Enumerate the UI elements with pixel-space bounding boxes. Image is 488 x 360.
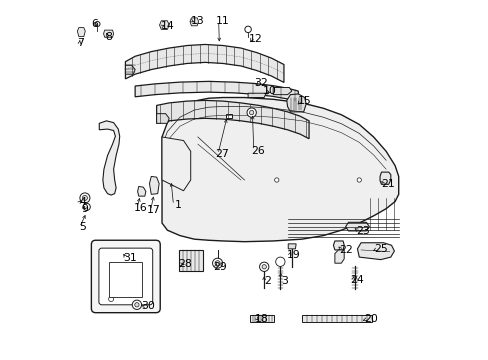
Circle shape (259, 262, 268, 271)
Polygon shape (286, 94, 305, 112)
Polygon shape (247, 93, 265, 98)
Text: 24: 24 (350, 275, 364, 285)
Circle shape (83, 203, 90, 211)
Text: 25: 25 (374, 244, 387, 254)
Text: 15: 15 (297, 96, 311, 106)
Circle shape (215, 261, 220, 266)
Polygon shape (103, 30, 113, 37)
Circle shape (82, 195, 87, 201)
Polygon shape (357, 243, 394, 260)
FancyBboxPatch shape (99, 248, 152, 305)
Circle shape (275, 257, 285, 266)
Polygon shape (149, 176, 159, 194)
Text: 22: 22 (338, 245, 352, 255)
Circle shape (246, 108, 256, 117)
Circle shape (244, 26, 251, 33)
Polygon shape (125, 44, 284, 82)
Circle shape (249, 111, 253, 115)
Polygon shape (137, 186, 145, 196)
Polygon shape (225, 114, 231, 118)
Text: 19: 19 (286, 250, 300, 260)
Circle shape (274, 178, 278, 182)
Text: 20: 20 (363, 314, 377, 324)
Text: 16: 16 (133, 203, 147, 213)
Text: 2: 2 (264, 276, 271, 286)
Polygon shape (379, 172, 390, 184)
Text: 13: 13 (190, 17, 203, 27)
Polygon shape (287, 244, 296, 249)
Circle shape (80, 193, 90, 203)
Polygon shape (162, 137, 190, 191)
Polygon shape (190, 18, 198, 26)
Text: 6: 6 (91, 19, 98, 29)
Text: 18: 18 (254, 314, 268, 324)
Text: 12: 12 (248, 35, 263, 44)
Polygon shape (162, 98, 398, 242)
Text: 10: 10 (262, 86, 276, 96)
Bar (182, 252, 200, 269)
Text: 27: 27 (215, 149, 229, 159)
Circle shape (95, 22, 100, 27)
Circle shape (132, 300, 142, 310)
Text: 5: 5 (79, 222, 86, 232)
Polygon shape (345, 222, 368, 231)
Text: 23: 23 (355, 226, 369, 236)
Text: 7: 7 (77, 38, 83, 48)
Polygon shape (125, 65, 135, 74)
Text: 3: 3 (281, 276, 287, 286)
Text: 32: 32 (253, 78, 267, 88)
Text: 28: 28 (178, 259, 192, 269)
Bar (301, 315, 371, 321)
Text: 8: 8 (104, 32, 111, 41)
Circle shape (262, 265, 266, 269)
Polygon shape (156, 114, 169, 123)
Text: 29: 29 (213, 262, 226, 272)
Circle shape (108, 297, 113, 302)
Text: 11: 11 (216, 17, 229, 27)
Bar (109, 262, 142, 297)
Polygon shape (333, 241, 344, 250)
Polygon shape (135, 81, 298, 102)
Text: 17: 17 (147, 206, 161, 216)
Polygon shape (273, 87, 291, 95)
Circle shape (212, 258, 222, 268)
Text: 21: 21 (380, 179, 394, 189)
Bar (179, 250, 202, 271)
Circle shape (135, 303, 139, 307)
Polygon shape (77, 28, 85, 37)
Text: 1: 1 (174, 200, 181, 210)
Text: 9: 9 (81, 204, 88, 215)
Polygon shape (99, 121, 120, 195)
Text: 4: 4 (79, 197, 86, 207)
Circle shape (356, 178, 361, 182)
Bar (249, 315, 274, 321)
Polygon shape (156, 100, 308, 139)
Text: 31: 31 (123, 253, 137, 263)
FancyBboxPatch shape (91, 240, 160, 313)
Polygon shape (334, 250, 344, 263)
Polygon shape (159, 21, 169, 30)
Text: 14: 14 (160, 21, 174, 31)
Text: 26: 26 (251, 145, 264, 156)
Text: 30: 30 (141, 301, 155, 311)
